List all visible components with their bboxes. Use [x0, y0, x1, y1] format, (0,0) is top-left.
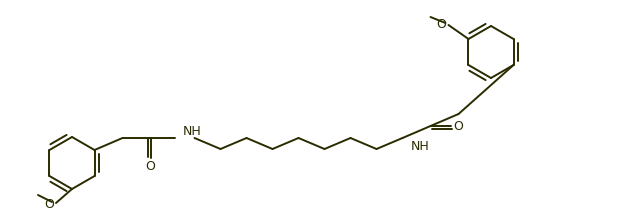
Text: O: O: [44, 198, 54, 211]
Text: NH: NH: [183, 124, 201, 138]
Text: O: O: [437, 17, 446, 31]
Text: O: O: [453, 119, 463, 133]
Text: NH: NH: [411, 140, 429, 153]
Text: O: O: [146, 160, 155, 172]
